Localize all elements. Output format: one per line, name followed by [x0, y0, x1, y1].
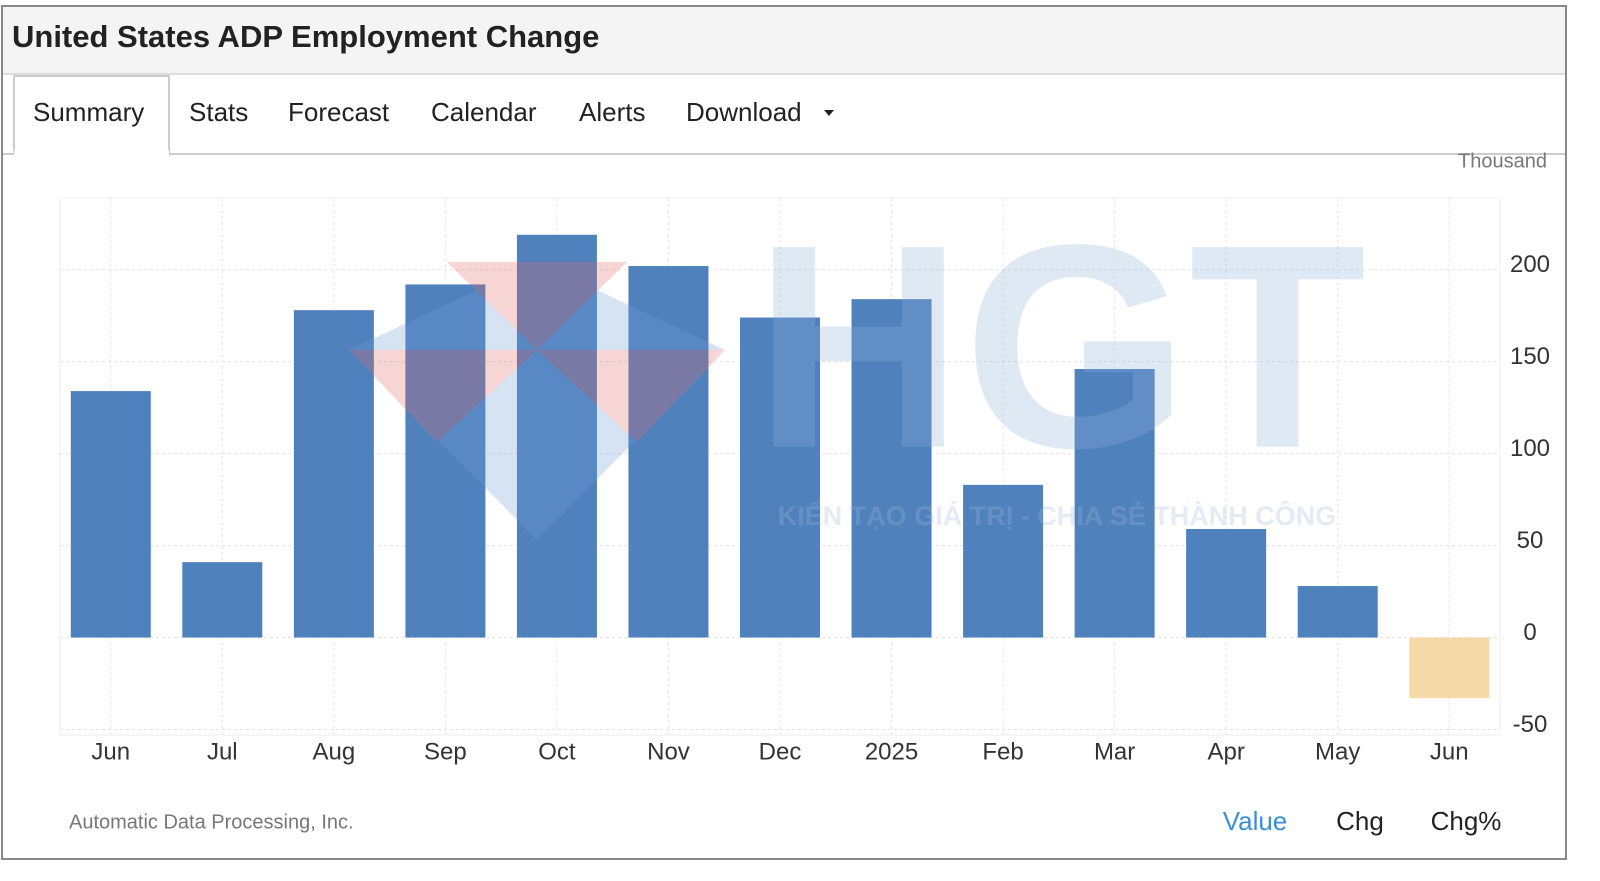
x-tick-label: Sep — [424, 738, 467, 765]
bar — [293, 310, 374, 638]
y-tick-label: 50 — [1517, 527, 1544, 554]
x-tick-label: May — [1315, 738, 1360, 765]
watermark-logo: HGT — [754, 185, 1366, 509]
x-tick-label: Feb — [982, 738, 1023, 765]
x-tick-label: Aug — [312, 738, 355, 765]
view-toggle[interactable]: Value — [1223, 806, 1288, 836]
tab[interactable]: Download — [686, 97, 802, 127]
dropdown-caret — [824, 110, 834, 116]
header-bar — [3, 7, 1565, 73]
y-tick-label: -50 — [1513, 711, 1548, 738]
x-tick-label: Dec — [759, 738, 802, 765]
active-tab — [13, 75, 170, 156]
bar — [1297, 586, 1378, 638]
view-toggle[interactable]: Chg% — [1431, 806, 1502, 836]
logo-diamond — [349, 262, 725, 540]
bar — [740, 317, 820, 638]
watermark: HGT KIẾN TẠO GIÁ TRỊ - CHIA SẺ THÀNH CÔN… — [349, 185, 1366, 540]
tab[interactable]: Calendar — [431, 97, 537, 127]
view-toggle[interactable]: Chg — [1336, 806, 1384, 836]
bar — [516, 234, 597, 638]
x-tick-label: Oct — [538, 738, 576, 765]
bar — [1074, 369, 1155, 638]
x-tick-label: Jun — [1430, 738, 1469, 765]
bar — [405, 284, 486, 638]
watermark-slogan: KIẾN TẠO GIÁ TRỊ - CHIA SẺ THÀNH CÔNG — [778, 499, 1337, 531]
y-tick-label: 0 — [1523, 619, 1536, 646]
x-tick-label: Apr — [1207, 738, 1244, 765]
tab[interactable]: Summary — [33, 97, 144, 127]
y-tick-label: 100 — [1510, 435, 1550, 462]
y-tick-label: 200 — [1510, 251, 1550, 278]
bar — [1409, 637, 1490, 699]
active-tab-gap — [14, 150, 169, 158]
bar — [70, 391, 151, 638]
logo-triangles — [349, 262, 725, 442]
x-tick-label: Nov — [647, 738, 690, 765]
bar — [628, 266, 709, 638]
unit-label: Thousand — [1458, 150, 1547, 172]
plot: -50 0 50 100 150 200 Jun Jul Aug Sep Oct Nov Dec 2025… — [59, 197, 1550, 765]
x-tick-label: Jun — [91, 738, 130, 765]
source: Automatic Data Processing, Inc. — [69, 811, 354, 833]
bar — [1186, 529, 1267, 638]
x-tick-label: Jul — [207, 738, 238, 765]
x-tick-label: 2025 — [865, 738, 918, 765]
tab[interactable]: Forecast — [288, 97, 390, 127]
tab[interactable]: Stats — [189, 97, 248, 127]
page-title: United States ADP Employment Change — [12, 19, 599, 54]
tab[interactable]: Alerts — [579, 97, 645, 127]
bar — [182, 562, 263, 638]
bar — [851, 299, 932, 638]
y-tick-label: 150 — [1510, 343, 1550, 370]
bar — [963, 484, 1044, 638]
x-tick-label: Mar — [1094, 738, 1135, 765]
